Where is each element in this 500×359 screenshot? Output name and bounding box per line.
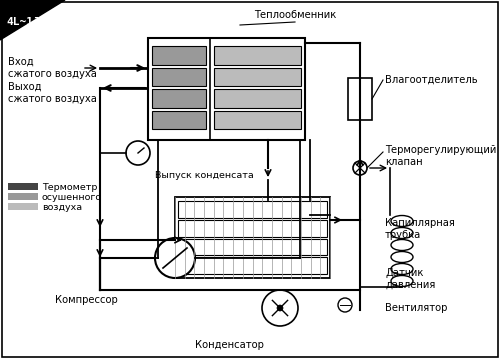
Circle shape bbox=[277, 305, 283, 311]
Circle shape bbox=[126, 141, 150, 165]
Text: Вход
сжатого воздуха: Вход сжатого воздуха bbox=[8, 57, 97, 79]
Text: Влагоотделитель: Влагоотделитель bbox=[385, 75, 478, 85]
Text: Терморегулирующий
клапан: Терморегулирующий клапан bbox=[385, 145, 496, 167]
Bar bbox=[152, 89, 206, 107]
Bar bbox=[214, 89, 301, 107]
Text: Компрессор: Компрессор bbox=[55, 295, 118, 305]
Circle shape bbox=[262, 290, 298, 326]
Circle shape bbox=[353, 161, 367, 175]
Bar bbox=[178, 220, 327, 237]
Bar bbox=[214, 46, 301, 65]
Bar bbox=[8, 193, 38, 200]
Text: воздуха: воздуха bbox=[42, 203, 82, 212]
Bar bbox=[8, 203, 38, 210]
Bar bbox=[348, 78, 372, 120]
Bar bbox=[152, 111, 206, 129]
Bar bbox=[148, 38, 305, 140]
Circle shape bbox=[155, 238, 195, 278]
Text: Вентилятор: Вентилятор bbox=[385, 303, 448, 313]
Bar bbox=[214, 67, 301, 86]
Text: 4L~1JL: 4L~1JL bbox=[6, 17, 46, 27]
Bar bbox=[178, 238, 327, 255]
Text: Термометр: Термометр bbox=[42, 183, 98, 192]
Text: Конденсатор: Конденсатор bbox=[195, 340, 264, 350]
Bar bbox=[214, 111, 301, 129]
Text: Капиллярная
трубка: Капиллярная трубка bbox=[385, 218, 455, 239]
Polygon shape bbox=[0, 0, 65, 40]
Text: Выход
сжатого воздуха: Выход сжатого воздуха bbox=[8, 82, 97, 104]
Text: осушенного: осушенного bbox=[42, 193, 102, 202]
Bar bbox=[175, 197, 330, 278]
Bar bbox=[152, 46, 206, 65]
Circle shape bbox=[338, 298, 352, 312]
Text: Датчик
давления: Датчик давления bbox=[385, 268, 436, 290]
Bar bbox=[178, 201, 327, 218]
Text: Теплообменник: Теплообменник bbox=[254, 10, 336, 20]
Bar bbox=[8, 183, 38, 190]
Text: Выпуск конденсата: Выпуск конденсата bbox=[155, 171, 254, 180]
Bar bbox=[152, 67, 206, 86]
Bar bbox=[178, 257, 327, 274]
